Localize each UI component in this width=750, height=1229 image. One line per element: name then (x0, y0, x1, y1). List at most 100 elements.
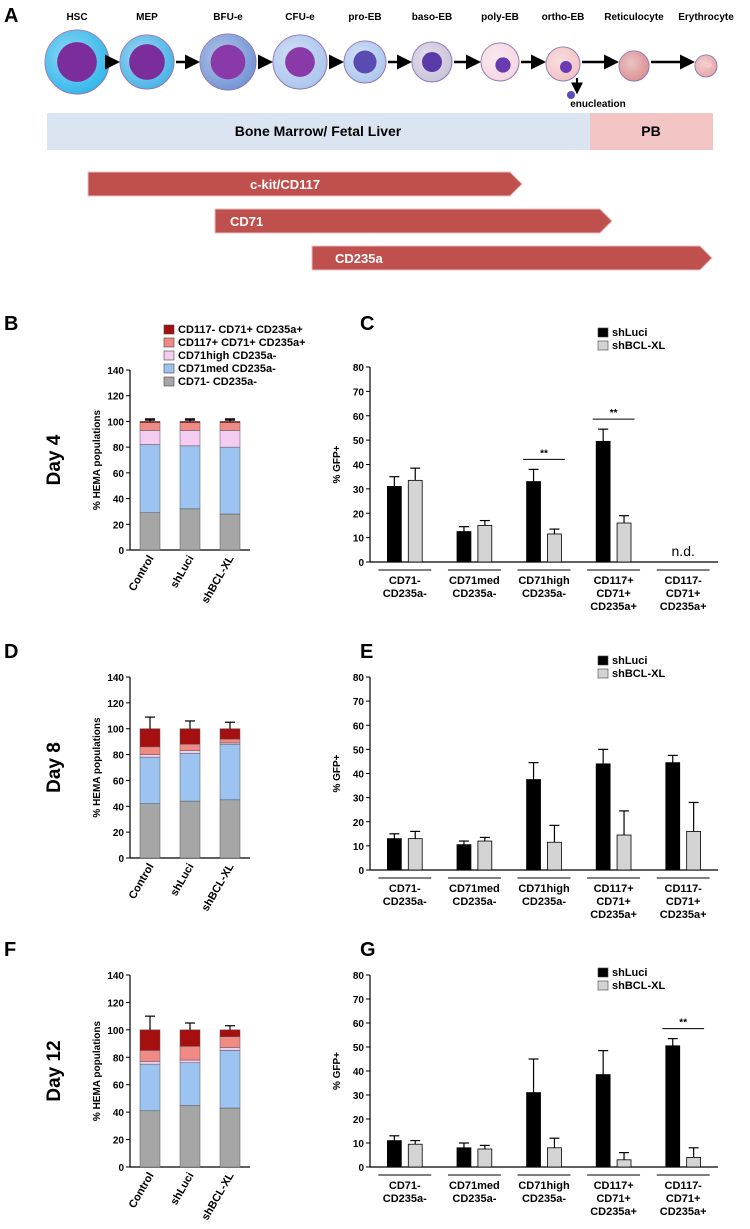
nucleus (353, 50, 377, 74)
bar-segment (179, 800, 201, 859)
region-bar (590, 113, 713, 150)
legend-label: shLuci (612, 655, 647, 667)
nucleus (210, 44, 246, 80)
bar-segment (179, 1062, 201, 1106)
marker-label: c-kit/CD117 (250, 177, 320, 192)
bar-segment (219, 421, 241, 423)
bar-segment (139, 803, 161, 859)
y-tick-label: 70 (353, 995, 365, 1006)
legend-swatch (163, 337, 175, 348)
bar-segment (219, 799, 241, 859)
y-tick-label: 140 (107, 971, 124, 982)
bar-segment (219, 728, 241, 740)
y-tick-label: 30 (353, 794, 365, 805)
y-tick-label: 100 (107, 1026, 124, 1037)
x-tick-label: Control (127, 1171, 157, 1211)
y-tick-label: 80 (353, 673, 365, 684)
bar-segment (179, 421, 201, 423)
y-tick-label: 60 (353, 721, 365, 732)
y-tick-label: 10 (353, 534, 365, 545)
y-tick-label: 30 (353, 1091, 365, 1102)
bar-segment (219, 1107, 241, 1168)
x-tick-label: CD117+ (594, 883, 634, 895)
cell-label: baso-EB (412, 12, 453, 23)
region-bar (47, 113, 590, 150)
bar-segment (139, 444, 161, 513)
bar-segment (219, 738, 241, 744)
y-axis-label: % GFP+ (332, 754, 343, 792)
y-axis-label: % HEMA populations (92, 409, 103, 510)
legend-swatch (163, 350, 175, 361)
x-tick-label: shBCL-XL (200, 553, 237, 605)
x-tick-label: Control (127, 554, 157, 594)
y-axis-label: % GFP+ (332, 1052, 343, 1090)
y-tick-label: 10 (353, 842, 365, 853)
y-tick-label: 60 (113, 776, 125, 787)
legend-label: CD117- CD71+ CD235a+ (178, 324, 303, 336)
bar-segment (219, 430, 241, 448)
bar-segment (139, 746, 161, 755)
marker-arrow (214, 208, 613, 234)
expelled-nucleus (567, 91, 575, 99)
legend-swatch (597, 967, 609, 978)
legend-swatch (597, 668, 609, 679)
y-tick-label: 60 (113, 1081, 125, 1092)
legend-label: shBCL-XL (612, 980, 665, 992)
nucleus (285, 47, 315, 77)
panel-letter: B (4, 313, 18, 335)
y-tick-label: 20 (113, 1136, 125, 1147)
y-tick-label: 80 (113, 443, 125, 454)
bar-segment (219, 1047, 241, 1051)
bar (616, 1159, 632, 1168)
cell-dimple (704, 62, 712, 68)
x-tick-label: CD235a- (452, 1193, 496, 1205)
y-tick-label: 120 (107, 998, 124, 1009)
bar (477, 525, 493, 563)
y-tick-label: 20 (353, 509, 365, 520)
legend-swatch (597, 655, 609, 666)
y-tick-label: 70 (353, 697, 365, 708)
bar-segment (179, 728, 201, 745)
bar-segment (139, 421, 161, 423)
bar (407, 479, 423, 563)
x-tick-label: CD71med (449, 1180, 500, 1192)
significance-label: ** (540, 448, 548, 459)
legend-label: shLuci (612, 967, 647, 979)
cell-label: pro-EB (348, 12, 381, 23)
x-tick-label: CD71- (389, 1180, 421, 1192)
y-tick-label: 140 (107, 673, 124, 684)
marker-label: CD235a (335, 251, 383, 266)
x-tick-label: CD71+ (666, 1193, 701, 1205)
bar-segment (139, 1050, 161, 1062)
nucleus (422, 52, 442, 72)
y-tick-label: 100 (107, 725, 124, 736)
legend-swatch (163, 324, 175, 335)
bar-segment (139, 1061, 161, 1065)
y-tick-label: 20 (113, 828, 125, 839)
y-tick-label: 80 (113, 751, 125, 762)
bar (547, 841, 562, 871)
x-tick-label: CD235a- (522, 896, 566, 908)
bar-segment (139, 430, 161, 445)
bar-segment (139, 728, 161, 748)
y-tick-label: 0 (118, 1163, 124, 1174)
significance-label: ** (679, 1018, 687, 1029)
legend-swatch (163, 363, 175, 374)
bar-segment (139, 754, 161, 758)
bar-segment (219, 446, 241, 515)
y-tick-label: 30 (353, 485, 365, 496)
bar-segment (179, 1105, 201, 1168)
y-tick-label: 140 (107, 366, 124, 377)
legend-label: CD117+ CD71+ CD235a+ (178, 337, 306, 349)
x-tick-label: shLuci (168, 554, 196, 591)
y-tick-label: 0 (358, 1163, 364, 1174)
bar-segment (219, 743, 241, 801)
bar (595, 1074, 611, 1168)
bar (686, 1157, 701, 1168)
y-tick-label: 50 (353, 1043, 365, 1054)
y-tick-label: 60 (353, 412, 365, 423)
cell-label: HSC (66, 12, 87, 23)
bar-segment (179, 750, 201, 754)
x-tick-label: CD71+ (666, 896, 701, 908)
